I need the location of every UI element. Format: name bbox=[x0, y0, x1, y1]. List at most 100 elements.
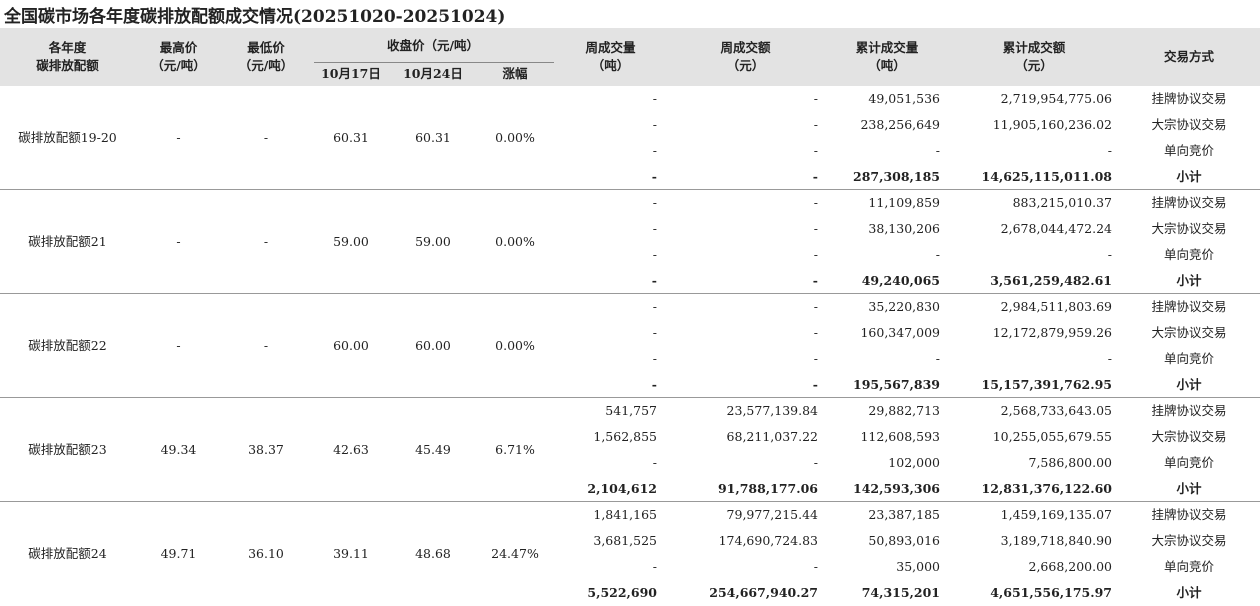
table-cell: 49.34 bbox=[160, 442, 197, 457]
table-cell: 碳排放配额22 bbox=[28, 338, 107, 353]
table-cell: 0.00% bbox=[495, 130, 535, 145]
table-cell: 883,215,010.37 bbox=[1012, 195, 1112, 210]
table-cell: 42.63 bbox=[333, 442, 369, 457]
table-cell: 68,211,037.22 bbox=[726, 429, 818, 444]
table-cell: 单向竞价 bbox=[1163, 455, 1214, 470]
header-text: 周成交额 bbox=[720, 40, 771, 55]
header-text: （元） bbox=[1015, 58, 1053, 73]
table-cell: - bbox=[263, 338, 269, 353]
table-cell: 74,315,201 bbox=[861, 585, 940, 600]
header-text: （吨） bbox=[868, 58, 906, 73]
header-text: 10月24日 bbox=[403, 66, 463, 81]
header-cell: 最低价 （元/吨） bbox=[222, 30, 310, 84]
table-cell: 2,104,612 bbox=[587, 481, 657, 496]
table-cell: 142,593,306 bbox=[853, 481, 940, 496]
table-cell: - bbox=[263, 234, 269, 249]
table-cell: 14,625,115,011.08 bbox=[981, 169, 1112, 184]
table-cell: 35,220,830 bbox=[868, 299, 940, 314]
table-cell: 59.00 bbox=[415, 234, 451, 249]
table-cell: - bbox=[813, 221, 818, 236]
table-cell: - bbox=[652, 559, 657, 574]
table-cell: 2,568,733,643.05 bbox=[1000, 403, 1112, 418]
table-cell: 碳排放配额23 bbox=[28, 442, 107, 457]
table-cell: - bbox=[652, 117, 657, 132]
table-cell: - bbox=[652, 299, 657, 314]
table-cell: - bbox=[813, 351, 818, 366]
row-separator bbox=[0, 293, 1260, 294]
table-cell: 49.71 bbox=[160, 546, 197, 561]
table-cell: 23,387,185 bbox=[868, 507, 940, 522]
table-cell: 38.37 bbox=[248, 442, 284, 457]
table-cell: 238,256,649 bbox=[860, 117, 940, 132]
table-cell: 3,681,525 bbox=[593, 533, 657, 548]
table-cell: 4,651,556,175.97 bbox=[990, 585, 1112, 600]
table-cell: - bbox=[652, 351, 657, 366]
table-cell: - bbox=[652, 143, 657, 158]
table-cell: 小计 bbox=[1176, 585, 1202, 600]
table-cell: 6.71% bbox=[495, 442, 535, 457]
header-text: （元） bbox=[726, 58, 765, 73]
table-cell: 60.31 bbox=[333, 130, 369, 145]
table-cell: - bbox=[813, 195, 818, 210]
table-cell: 60.31 bbox=[415, 130, 451, 145]
table-cell: 60.00 bbox=[415, 338, 451, 353]
table-cell: 大宗协议交易 bbox=[1151, 429, 1227, 444]
table-cell: 160,347,009 bbox=[860, 325, 940, 340]
table-cell: - bbox=[176, 130, 181, 145]
row-separator bbox=[0, 397, 1260, 398]
table-cell: 3,561,259,482.61 bbox=[990, 273, 1112, 288]
table-cell: - bbox=[1107, 247, 1112, 262]
header-text: （元/吨） bbox=[151, 58, 206, 73]
table-cell: 541,757 bbox=[605, 403, 657, 418]
table-cell: 11,905,160,236.02 bbox=[992, 117, 1112, 132]
table-cell: 挂牌协议交易 bbox=[1151, 403, 1227, 418]
table-cell: - bbox=[813, 455, 818, 470]
table-cell: - bbox=[1107, 351, 1112, 366]
table-cell: - bbox=[652, 221, 657, 236]
header-cell: 累计成交额 （元） bbox=[948, 30, 1120, 84]
header-text: （吨） bbox=[591, 58, 630, 73]
table-cell: 49,240,065 bbox=[861, 273, 940, 288]
header-cell: 累计成交量 （吨） bbox=[826, 30, 948, 84]
table-cell: 小计 bbox=[1176, 169, 1202, 184]
table-cell: 0.00% bbox=[495, 338, 535, 353]
table-cell: - bbox=[176, 338, 181, 353]
table-cell: 大宗协议交易 bbox=[1151, 117, 1227, 132]
header-text: 最高价 bbox=[159, 40, 198, 55]
table-cell: 287,308,185 bbox=[853, 169, 940, 184]
table-cell: 碳排放配额24 bbox=[28, 546, 107, 561]
header-text: （元/吨） bbox=[238, 58, 294, 73]
table-cell: 35,000 bbox=[896, 559, 940, 574]
header-cell: 周成交量 （吨） bbox=[556, 30, 665, 84]
header-text: 涨幅 bbox=[502, 66, 528, 81]
table-cell: - bbox=[652, 325, 657, 340]
table-cell: 23,577,139.84 bbox=[726, 403, 818, 418]
header-text: 最低价 bbox=[247, 40, 285, 55]
table-cell: 单向竞价 bbox=[1163, 559, 1214, 574]
table-cell: 小计 bbox=[1176, 377, 1202, 392]
table-cell: - bbox=[812, 169, 818, 184]
table-cell: - bbox=[812, 273, 818, 288]
table-cell: - bbox=[813, 247, 818, 262]
table-cell: 112,608,593 bbox=[860, 429, 940, 444]
table-cell: - bbox=[935, 351, 940, 366]
table-cell: 45.49 bbox=[415, 442, 451, 457]
table-cell: 195,567,839 bbox=[853, 377, 940, 392]
header-text: 10月17日 bbox=[321, 66, 381, 81]
header-cell: 最高价 （元/吨） bbox=[135, 30, 222, 84]
table-cell: 50,893,016 bbox=[868, 533, 940, 548]
header-background bbox=[0, 28, 1260, 86]
table-cell: 10,255,055,679.55 bbox=[992, 429, 1112, 444]
header-text: 交易方式 bbox=[1163, 49, 1214, 64]
table-cell: - bbox=[935, 143, 940, 158]
table-cell: 24.47% bbox=[491, 546, 539, 561]
table-cell: 2,719,954,775.06 bbox=[1000, 91, 1112, 106]
table-cell: 1,841,165 bbox=[593, 507, 657, 522]
table-cell: 174,690,724.83 bbox=[718, 533, 818, 548]
table-cell: - bbox=[263, 130, 269, 145]
table-cell: 2,668,200.00 bbox=[1028, 559, 1113, 574]
table-cell: 15,157,391,762.95 bbox=[981, 377, 1112, 392]
table-cell: 挂牌协议交易 bbox=[1151, 507, 1227, 522]
table-cell: - bbox=[652, 455, 657, 470]
